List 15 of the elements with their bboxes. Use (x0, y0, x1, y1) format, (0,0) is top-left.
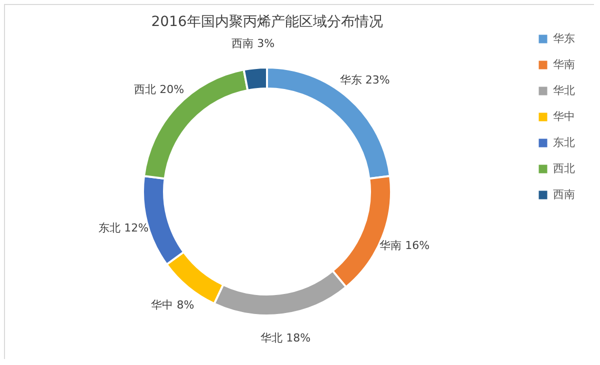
chart-title: 2016年国内聚丙烯产能区域分布情况 (151, 14, 383, 30)
legend-label: 西南 (553, 188, 575, 201)
legend-label: 华北 (553, 84, 575, 97)
category-label: 西北 20% (134, 83, 184, 96)
legend-label: 华南 (553, 58, 575, 71)
category-label: 华南 16% (380, 238, 430, 252)
category-label: 东北 12% (98, 221, 149, 234)
legend-label: 西北 (553, 162, 575, 175)
category-label: 西南 3% (232, 37, 275, 50)
category-label: 华北 18% (260, 331, 311, 344)
category-label: 华中 8% (151, 298, 194, 312)
legend-label: 东北 (553, 136, 575, 149)
legend-label: 华东 (553, 32, 575, 45)
category-label: 华东 23% (340, 73, 390, 86)
legend-label: 华中 (553, 110, 575, 123)
